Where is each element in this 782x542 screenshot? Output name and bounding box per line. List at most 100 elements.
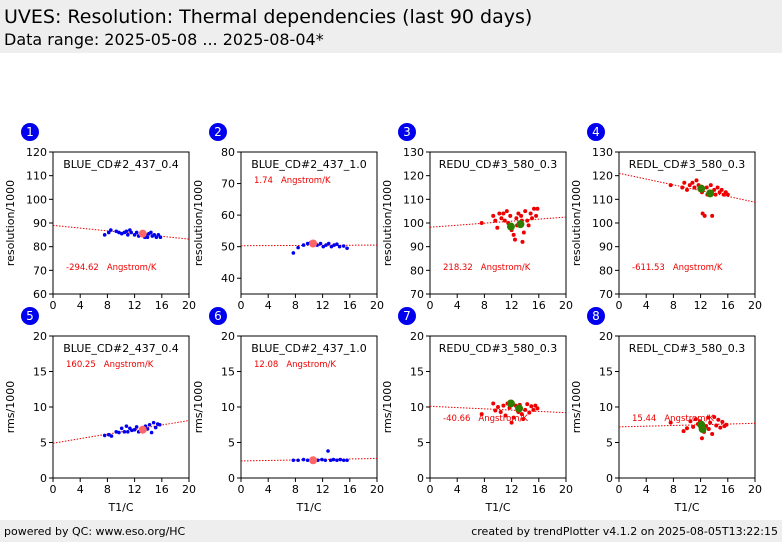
data-point: [497, 211, 502, 216]
data-point: [122, 430, 127, 434]
data-point: [493, 218, 498, 223]
data-point: [491, 401, 496, 406]
x-tick-label: 16: [721, 483, 735, 496]
data-point: [724, 422, 729, 427]
data-point: [712, 414, 717, 419]
mean-marker: [138, 425, 147, 434]
plot-frame: [52, 335, 190, 479]
panel-number: 7: [403, 309, 411, 323]
mean-marker: [506, 222, 515, 231]
data-point: [337, 244, 342, 249]
data-point: [126, 430, 130, 434]
data-point: [685, 187, 689, 192]
data-point: [479, 412, 484, 417]
data-point: [521, 417, 526, 422]
data-point: [157, 422, 162, 427]
slope-annotation: 1.74 Angstrom/K: [254, 176, 331, 186]
panel-label: BLUE_CD#2_437_0.4: [63, 342, 178, 355]
x-axis-label: T1/C: [484, 501, 510, 514]
y-tick-label: 120: [592, 170, 613, 183]
mean-marker: [515, 404, 524, 413]
data-point: [324, 243, 328, 247]
mean-marker: [138, 229, 147, 238]
data-point: [291, 251, 296, 255]
y-tick-label: 0: [40, 472, 47, 485]
data-point: [305, 241, 310, 246]
y-axis-label: rms/1000: [4, 381, 17, 433]
x-tick-label: 16: [343, 483, 357, 496]
data-point: [479, 221, 484, 225]
data-point: [341, 244, 346, 248]
x-tick-label: 8: [292, 299, 299, 312]
y-tick-label: 70: [410, 288, 424, 301]
x-tick-label: 20: [748, 299, 762, 312]
data-point: [323, 458, 328, 463]
x-tick-label: 16: [532, 483, 546, 496]
panel-number-badge: [587, 307, 605, 325]
x-tick-label: 20: [559, 483, 573, 496]
x-tick-label: 12: [694, 483, 708, 496]
data-point: [332, 243, 336, 247]
data-point: [321, 244, 326, 249]
data-point: [114, 229, 119, 234]
slope-value: -611.53: [632, 263, 665, 273]
data-point: [134, 230, 139, 235]
x-tick-label: 8: [104, 483, 111, 496]
slope-unit: Angstrom/K: [664, 414, 714, 424]
slope-annotation: 218.32 Angstrom/K: [443, 263, 531, 273]
y-tick-label: 20: [410, 330, 424, 343]
panel-label: BLUE_CD#2_437_1.0: [251, 342, 366, 355]
data-point: [687, 183, 692, 188]
data-point: [509, 420, 514, 425]
y-tick-label: 15: [221, 366, 235, 379]
data-point: [528, 211, 533, 216]
data-point: [154, 235, 159, 239]
data-point: [102, 433, 107, 438]
data-point: [345, 458, 349, 463]
data-point: [525, 218, 530, 223]
y-axis-label: resolution/1000: [4, 180, 17, 266]
fit-line: [618, 172, 756, 203]
data-point: [504, 209, 509, 214]
data-point: [149, 430, 154, 435]
data-point: [114, 430, 119, 434]
x-tick-label: 4: [643, 483, 650, 496]
y-tick-label: 70: [33, 264, 47, 277]
panel-label: BLUE_CD#2_437_1.0: [251, 158, 366, 171]
x-tick-label: 4: [265, 299, 272, 312]
y-axis-label: resolution/1000: [192, 180, 205, 266]
y-tick-label: 20: [599, 330, 613, 343]
x-axis-label: T1/C: [673, 501, 699, 514]
data-point: [725, 192, 730, 197]
data-point: [130, 428, 134, 433]
x-tick-label: 8: [292, 483, 299, 496]
data-point: [124, 424, 129, 428]
panel-label: BLUE_CD#2_437_0.4: [63, 158, 178, 171]
data-point: [132, 233, 137, 237]
data-point: [109, 434, 114, 438]
slope-unit: Angstrom/K: [281, 176, 331, 186]
data-point: [296, 458, 300, 463]
data-point: [117, 230, 121, 235]
y-tick-label: 20: [33, 330, 47, 343]
y-axis-label: resolution/1000: [381, 180, 394, 266]
data-point: [153, 425, 158, 430]
y-tick-label: 50: [221, 241, 235, 254]
data-point: [124, 229, 129, 234]
slope-value: 218.32: [443, 263, 473, 273]
x-tick-label: 12: [505, 483, 519, 496]
slope-unit: Angstrom/K: [286, 360, 336, 370]
x-tick-label: 20: [182, 483, 196, 496]
chart-2: 20 4 8 12 16 204050607080resolution/1000BLUE_…: [192, 123, 384, 312]
x-tick-label: 16: [343, 299, 357, 312]
chart-6: 6 0 4 8 12 16 20 0 5 10 15 20 rms/1000 T1/C BLUE_CD#2_…: [192, 307, 384, 514]
data-point: [508, 213, 513, 218]
data-point: [710, 213, 715, 218]
x-tick-label: 16: [532, 299, 546, 312]
data-point: [685, 426, 689, 431]
plot-frame: [240, 335, 378, 479]
panel-number: 3: [403, 125, 411, 139]
data-point: [493, 408, 498, 413]
data-point: [495, 225, 500, 230]
y-tick-label: 80: [599, 264, 613, 277]
